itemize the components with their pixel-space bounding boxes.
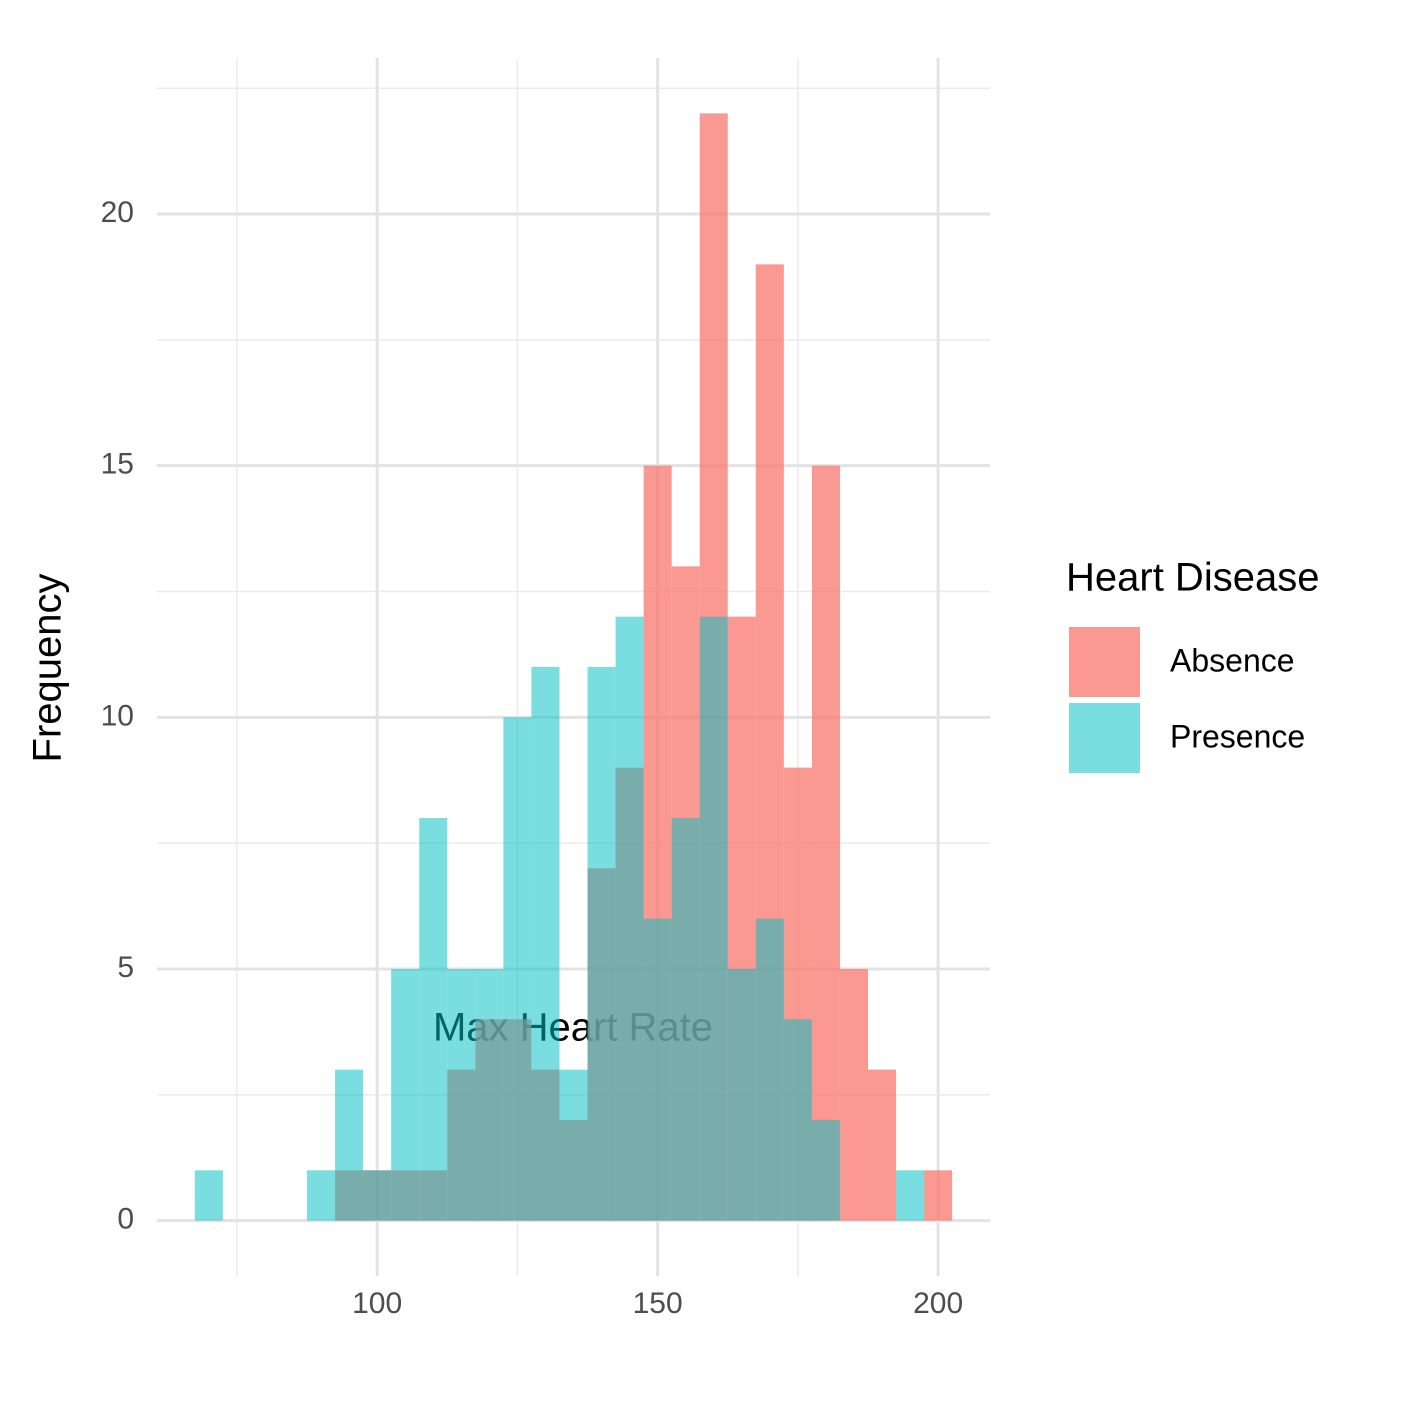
bar (896, 1170, 925, 1221)
bar (615, 616, 644, 1221)
bar (867, 1069, 897, 1221)
y-tick-label: 5 (117, 951, 134, 984)
bar (335, 1069, 364, 1221)
y-tick-label: 0 (117, 1203, 134, 1236)
bar (671, 817, 700, 1221)
x-tick-label: 150 (633, 1287, 683, 1320)
bar (783, 1019, 812, 1221)
y-tick-label: 15 (101, 448, 134, 481)
bar (503, 717, 532, 1221)
bar (531, 667, 560, 1221)
y-tick-label: 10 (101, 699, 134, 732)
legend-key (1069, 627, 1140, 697)
y-tick-label: 20 (101, 196, 134, 229)
x-tick-label: 200 (913, 1287, 963, 1320)
bar (587, 667, 616, 1221)
bar (194, 1170, 223, 1221)
legend-label: Presence (1170, 718, 1305, 754)
bar (755, 918, 784, 1221)
bar (811, 465, 840, 1221)
y-axis-label: Frequency (26, 574, 70, 763)
bar (811, 1119, 840, 1221)
bar (419, 817, 448, 1221)
bar (363, 1170, 392, 1221)
legend-key (1069, 703, 1140, 773)
bar (643, 918, 672, 1221)
x-tick-label: 100 (352, 1287, 402, 1320)
bar (391, 968, 420, 1221)
bar (839, 968, 868, 1221)
bar (727, 968, 756, 1221)
legend-label: Absence (1170, 642, 1295, 678)
bar (447, 968, 476, 1221)
bar (475, 968, 504, 1221)
bar (699, 616, 728, 1221)
bar (307, 1170, 336, 1221)
legend-title: Heart Disease (1066, 556, 1319, 600)
bar (924, 1170, 953, 1221)
bar (559, 1069, 588, 1221)
